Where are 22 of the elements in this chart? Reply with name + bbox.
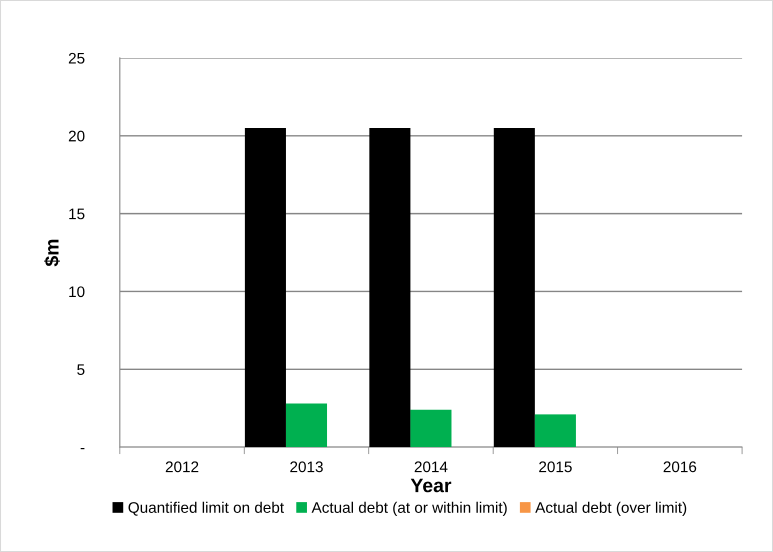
y-axis-title: $m [44,240,60,266]
bar [410,410,452,448]
y-tick-label: 5 [77,364,84,375]
y-tick-label: 25 [68,52,84,64]
legend-label: Actual debt (at or within limit) [312,502,507,516]
legend-label: Quantified limit on debt [128,502,284,516]
y-tick-label: 20 [68,130,84,142]
x-tick-label: 2013 [290,461,323,472]
bar [369,128,410,448]
y-tick-label: 15 [69,208,84,220]
y-tick-label: 10 [69,286,84,298]
y-tick-label: - [80,448,84,450]
x-tick-label: 2016 [664,461,696,472]
x-tick-label: 2014 [414,461,448,472]
bar [534,414,576,448]
bar [244,128,286,448]
legend-label: Actual debt (over limit) [535,502,686,516]
x-tick-label: 2012 [166,461,198,472]
x-tick-label: 2015 [539,461,572,472]
x-axis-title: Year [410,478,452,492]
bar [494,128,535,448]
bar [286,404,328,448]
